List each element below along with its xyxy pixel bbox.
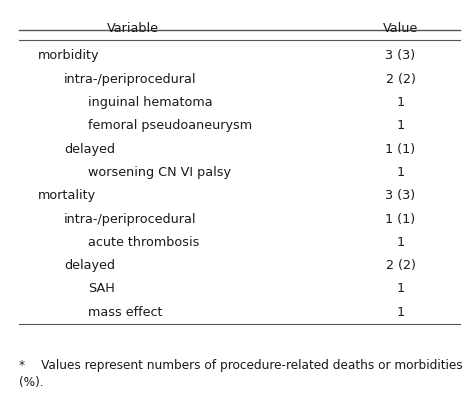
Text: SAH: SAH: [88, 282, 115, 295]
Text: worsening CN VI palsy: worsening CN VI palsy: [88, 166, 231, 179]
Text: 1: 1: [396, 282, 405, 295]
Text: 3 (3): 3 (3): [385, 189, 416, 202]
Text: 2 (2): 2 (2): [385, 73, 416, 86]
Text: acute thrombosis: acute thrombosis: [88, 236, 199, 249]
Text: 1: 1: [396, 119, 405, 132]
Text: 2 (2): 2 (2): [385, 259, 416, 272]
Text: 1: 1: [396, 96, 405, 109]
Text: inguinal hematoma: inguinal hematoma: [88, 96, 212, 109]
Text: *  Values represent numbers of procedure-related deaths or morbidities: * Values represent numbers of procedure-…: [19, 359, 463, 372]
Text: morbidity: morbidity: [38, 49, 100, 62]
Text: Variable: Variable: [107, 22, 159, 35]
Text: femoral pseudoaneurysm: femoral pseudoaneurysm: [88, 119, 252, 132]
Text: 1 (1): 1 (1): [385, 143, 416, 156]
Text: 1 (1): 1 (1): [385, 213, 416, 226]
Text: 3 (3): 3 (3): [385, 49, 416, 62]
Text: mass effect: mass effect: [88, 306, 162, 319]
Text: delayed: delayed: [64, 143, 115, 156]
Text: intra-/periprocedural: intra-/periprocedural: [64, 73, 197, 86]
Text: intra-/periprocedural: intra-/periprocedural: [64, 213, 197, 226]
Text: 1: 1: [396, 306, 405, 319]
Text: 1: 1: [396, 236, 405, 249]
Text: (%).: (%).: [19, 376, 44, 389]
Text: delayed: delayed: [64, 259, 115, 272]
Text: mortality: mortality: [38, 189, 96, 202]
Text: 1: 1: [396, 166, 405, 179]
Text: Value: Value: [383, 22, 418, 35]
